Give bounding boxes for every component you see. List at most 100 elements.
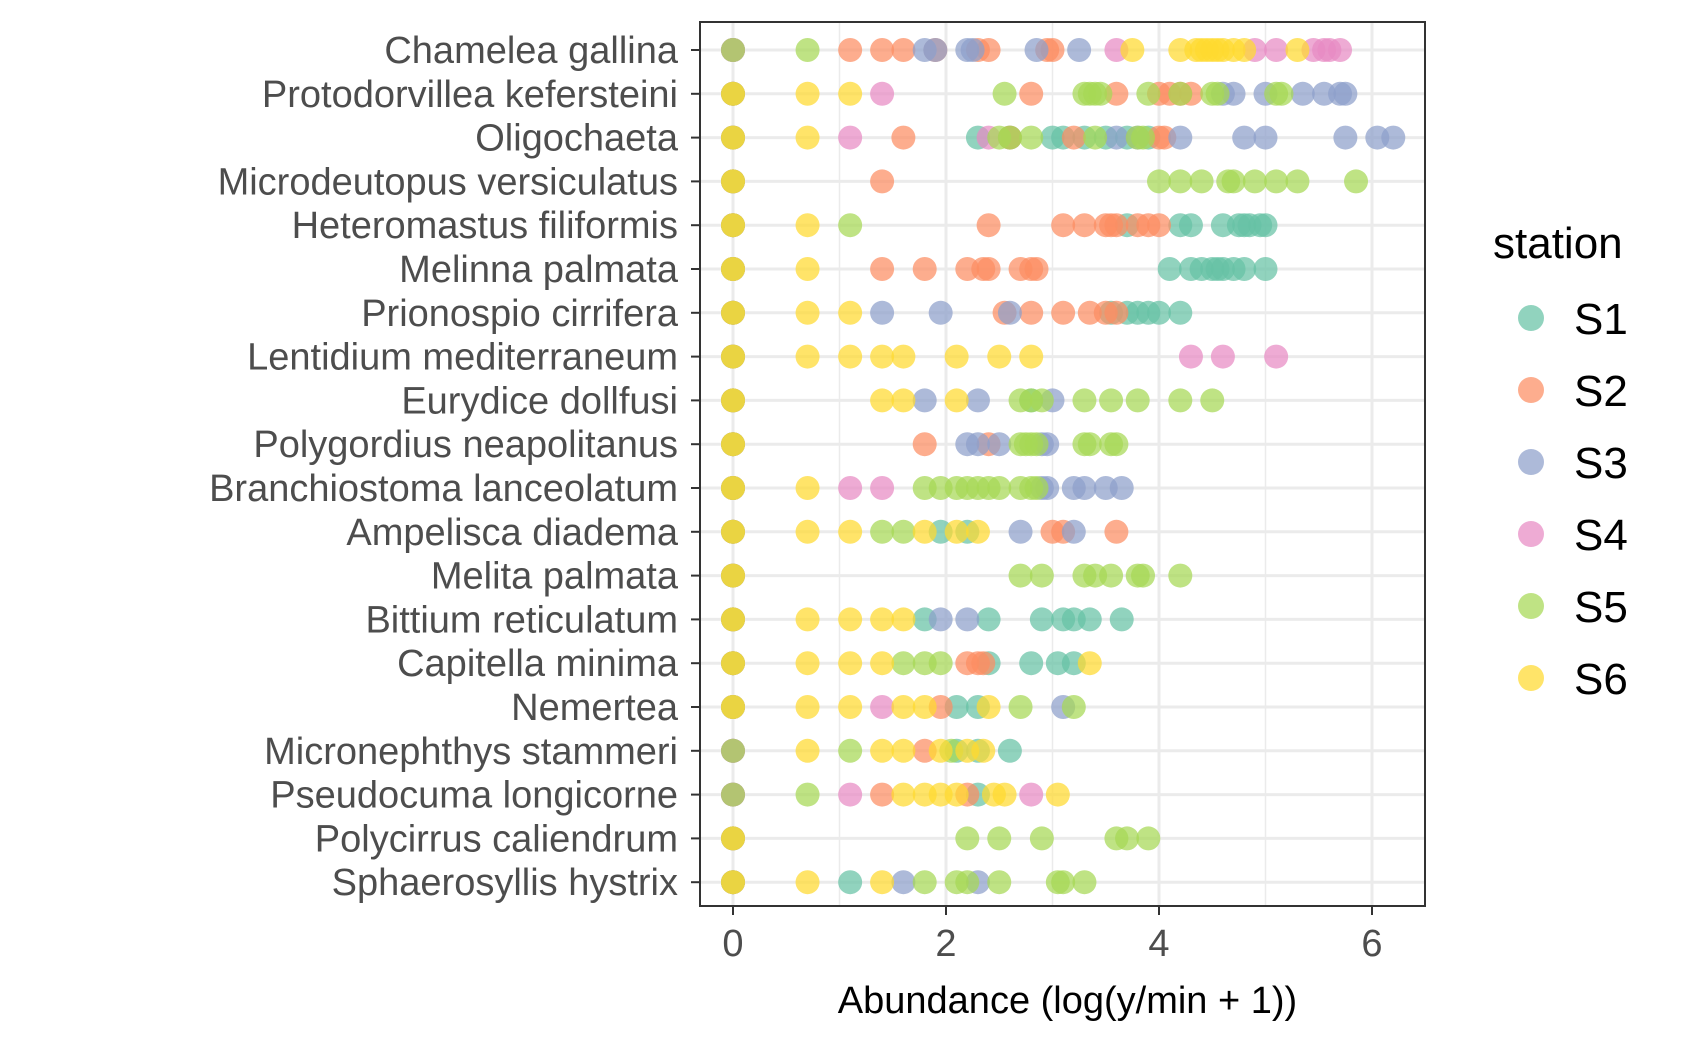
data-point xyxy=(795,519,820,544)
data-point xyxy=(795,125,820,150)
y-tick-label: Nemertea xyxy=(511,687,679,729)
data-point xyxy=(795,213,820,238)
data-point xyxy=(838,738,863,763)
legend-label: S4 xyxy=(1574,511,1628,560)
data-point xyxy=(971,651,996,676)
data-point xyxy=(1072,870,1097,895)
data-point xyxy=(1381,125,1406,150)
series-S6 xyxy=(721,38,1310,895)
data-point xyxy=(838,519,863,544)
data-point xyxy=(891,344,916,369)
data-point xyxy=(1232,38,1257,62)
data-point xyxy=(1061,519,1086,544)
data-point xyxy=(944,519,969,544)
x-tick-label: 0 xyxy=(722,923,743,965)
y-tick-label: Bittium reticulatum xyxy=(365,599,678,641)
data-point xyxy=(1264,38,1289,62)
y-tick-label: Ampelisca diadema xyxy=(346,512,678,554)
data-point xyxy=(987,476,1012,500)
data-point xyxy=(838,695,863,719)
data-point xyxy=(838,125,863,150)
data-point xyxy=(912,519,937,544)
data-point xyxy=(870,169,895,194)
data-point xyxy=(1131,125,1156,150)
data-point xyxy=(1205,81,1230,106)
data-point xyxy=(1147,300,1171,325)
legend: station S1 S2 S3 S4 S5 S6 xyxy=(1493,219,1628,704)
data-point xyxy=(795,738,820,763)
data-point xyxy=(1019,125,1044,150)
data-point xyxy=(721,344,745,369)
data-point xyxy=(891,38,916,62)
data-point xyxy=(1109,607,1134,632)
data-point xyxy=(955,870,980,895)
legend-label: S2 xyxy=(1574,367,1628,416)
data-point xyxy=(721,870,745,895)
data-point xyxy=(1099,388,1124,413)
data-point xyxy=(1269,81,1294,106)
y-tick-label: Micronephthys stammeri xyxy=(264,731,678,773)
data-point xyxy=(1147,169,1171,194)
data-point xyxy=(965,432,990,457)
data-point xyxy=(1285,169,1310,194)
data-point xyxy=(1147,213,1171,238)
data-point xyxy=(971,738,996,763)
legend-title: station xyxy=(1493,219,1623,268)
data-point xyxy=(955,826,980,851)
data-point xyxy=(912,870,937,895)
data-point xyxy=(1115,826,1140,851)
data-point xyxy=(1104,125,1129,150)
data-point xyxy=(1019,782,1044,807)
data-point xyxy=(1189,169,1214,194)
data-point xyxy=(976,213,1001,238)
data-point xyxy=(928,300,953,325)
data-point xyxy=(1029,826,1054,851)
data-point xyxy=(1264,344,1289,369)
data-point xyxy=(1008,695,1033,719)
data-point xyxy=(870,651,895,676)
data-point xyxy=(838,870,863,895)
data-point xyxy=(795,257,820,281)
data-point xyxy=(1104,300,1129,325)
data-point xyxy=(1072,213,1097,238)
data-point xyxy=(1088,81,1113,106)
series-S4 xyxy=(721,38,1353,895)
y-tick-label: Oligochaeta xyxy=(475,118,679,160)
data-point xyxy=(1168,81,1193,106)
data-point xyxy=(795,782,820,807)
data-point xyxy=(838,782,863,807)
data-point xyxy=(870,695,895,719)
data-point xyxy=(1168,300,1193,325)
data-point xyxy=(992,782,1017,807)
y-tick-label: Lentidium mediterraneum xyxy=(247,337,678,379)
data-point xyxy=(923,38,948,62)
x-tick-label: 6 xyxy=(1361,923,1382,965)
data-point xyxy=(721,826,745,851)
data-point xyxy=(987,826,1012,851)
data-point xyxy=(1072,388,1097,413)
legend-label: S3 xyxy=(1574,439,1628,488)
data-point xyxy=(1029,388,1054,413)
data-point xyxy=(976,257,1001,281)
data-point xyxy=(795,695,820,719)
data-point xyxy=(870,344,895,369)
data-point xyxy=(1125,388,1150,413)
data-point xyxy=(1221,169,1246,194)
data-point xyxy=(1029,607,1054,632)
legend-key xyxy=(1518,305,1544,331)
data-point xyxy=(1019,300,1044,325)
data-point xyxy=(1024,257,1049,281)
data-point xyxy=(1051,300,1076,325)
y-tick-label: Pseudocuma longicorne xyxy=(270,775,678,817)
data-point xyxy=(1051,213,1076,238)
y-tick-label: Sphaerosyllis hystrix xyxy=(332,862,678,904)
data-point xyxy=(992,81,1017,106)
data-point xyxy=(870,81,895,106)
data-point xyxy=(721,651,745,676)
data-point xyxy=(721,563,745,588)
data-point xyxy=(721,607,745,632)
data-point xyxy=(891,125,916,150)
data-point xyxy=(997,125,1022,150)
